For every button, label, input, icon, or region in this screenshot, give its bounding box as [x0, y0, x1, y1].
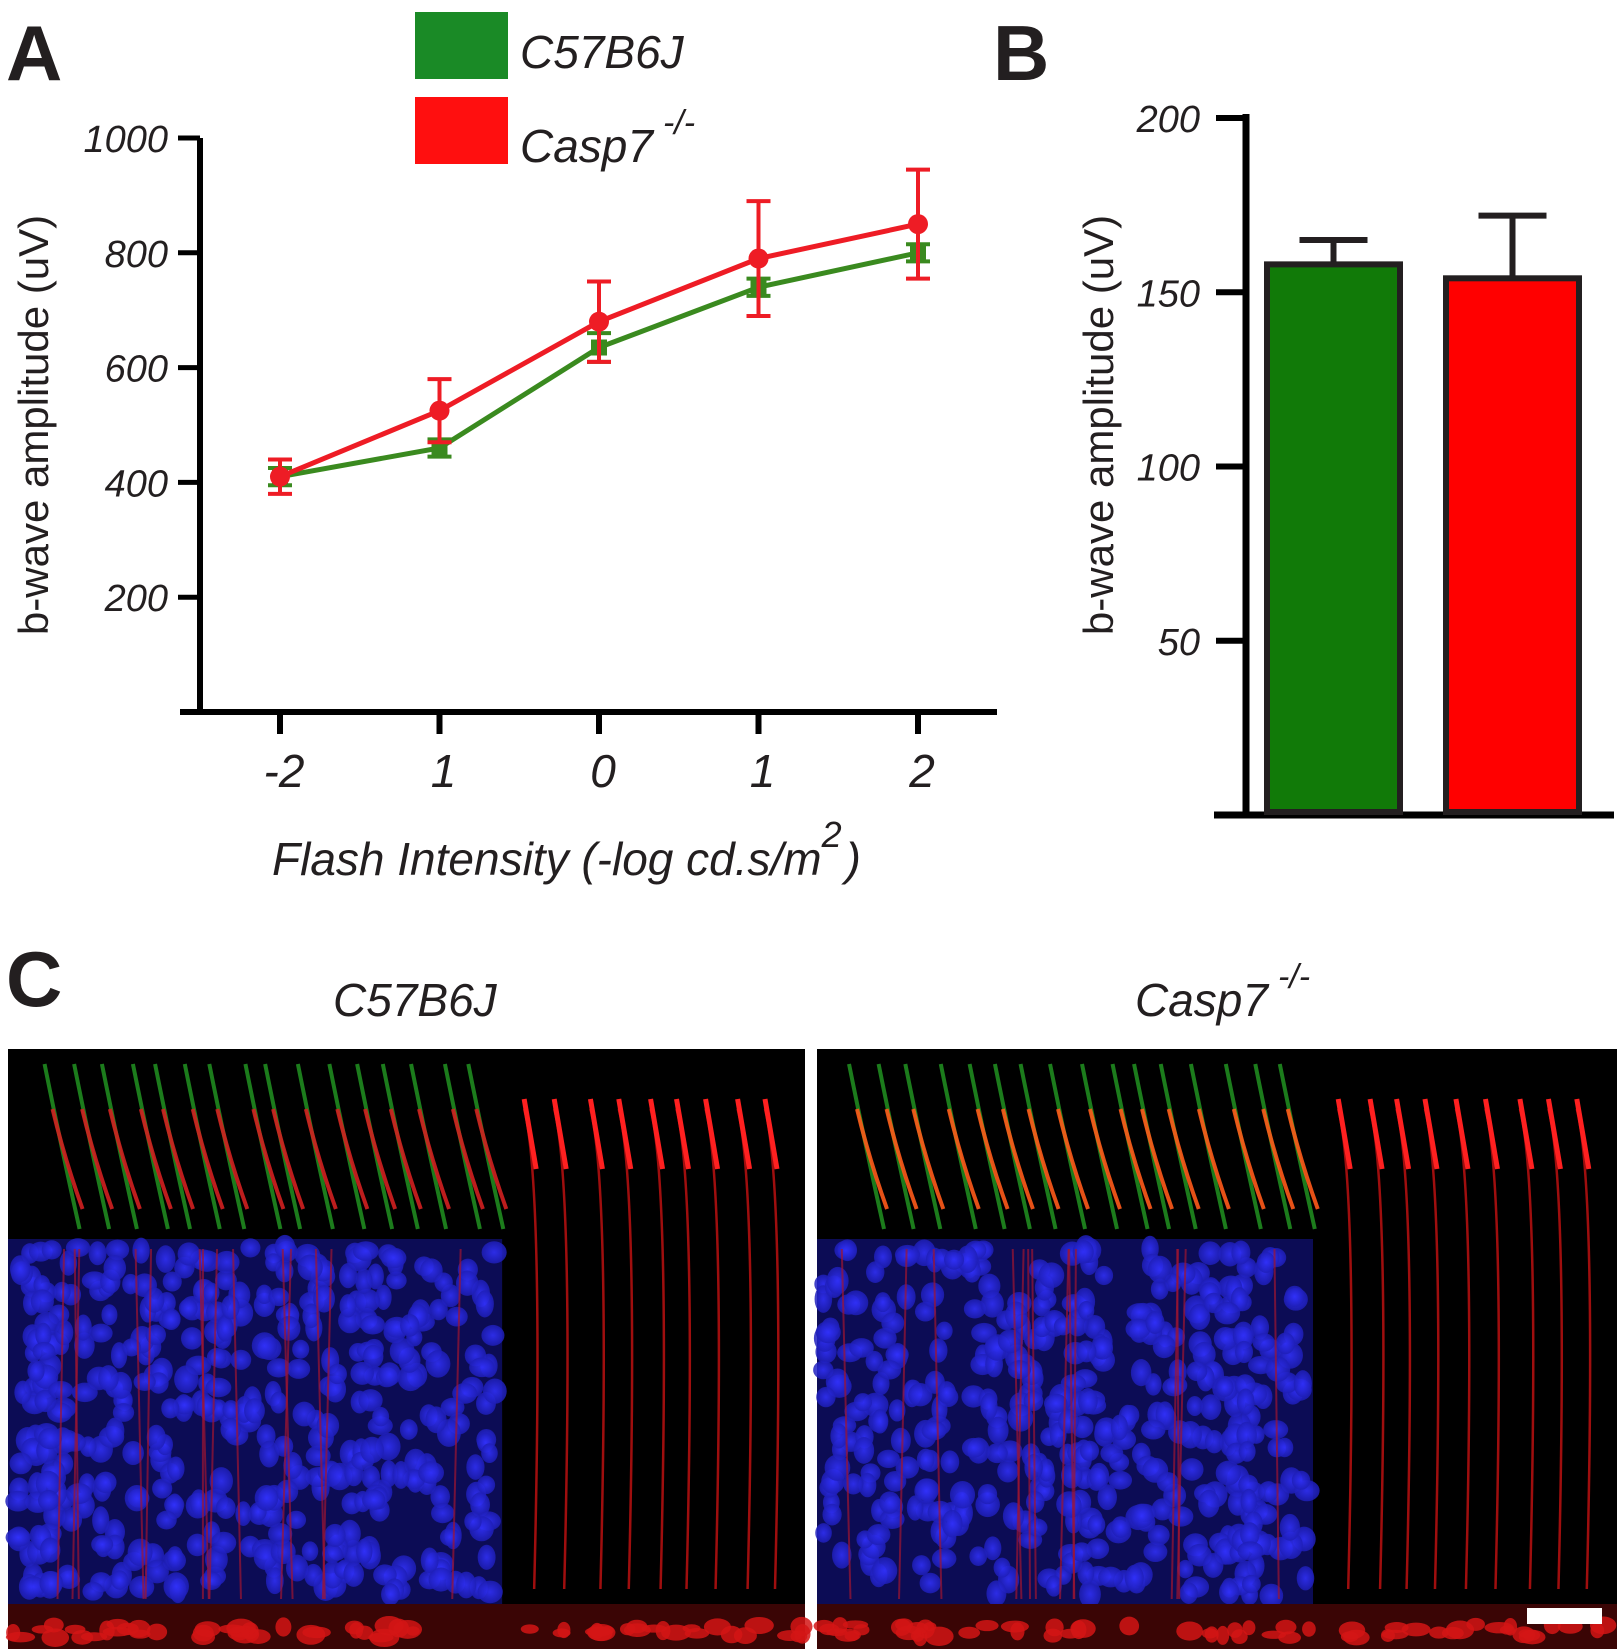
chart-a-x-axis-label-sup: 2: [821, 814, 842, 855]
chart-b-bar: [1443, 275, 1582, 815]
chart-a-x-axis-label-end: ): [841, 833, 861, 885]
chart-a-x-axis-label: Flash Intensity (-log cd.s/m2): [272, 814, 861, 885]
micrograph-c57b6j: [5, 1049, 813, 1649]
legend-label-casp7: Casp7 -/-: [520, 104, 695, 172]
panel-label-a: A: [6, 9, 62, 97]
chart-b: 50 100 150 200 b-wave amplitude (uV): [1075, 99, 1614, 819]
chart-a-x-tick-label: 2: [908, 745, 935, 797]
chart-a-y-tick-label: 1000: [83, 119, 168, 161]
chart-b-bar: [1264, 261, 1403, 815]
chart-a-point: [908, 214, 928, 235]
image-title-c57b6j: C57B6J: [333, 974, 498, 1026]
chart-a-y-tick-label: 200: [104, 578, 168, 620]
image-title-casp7-sup: -/-: [1278, 958, 1310, 996]
panel-label-b: B: [993, 9, 1049, 97]
chart-a-point: [748, 248, 769, 269]
chart-b-y-tick-label: 150: [1137, 273, 1200, 315]
panel-label-c: C: [6, 935, 62, 1023]
chart-a-y-tick-label: 400: [105, 463, 168, 505]
legend-swatch-c57b6j: [415, 12, 508, 79]
chart-a-x-tick-label: -2: [264, 745, 305, 797]
chart-b-y-tick-label: 100: [1137, 448, 1200, 490]
chart-b-y-tick-label: 50: [1158, 622, 1200, 664]
chart-a-y-tick-label: 800: [105, 234, 168, 276]
chart-a-x-tick-label: 0: [590, 745, 616, 797]
legend-swatch-casp7: [415, 97, 508, 164]
chart-a-x-tick-label: 1: [750, 745, 776, 797]
chart-a-point: [270, 466, 290, 487]
chart-a: 200 400 600 800 1000 -2 1 0 1 2 b-wave amplitude…: [10, 119, 997, 885]
legend: C57B6J Casp7 -/-: [415, 12, 695, 172]
legend-label-casp7-sup: -/-: [663, 104, 695, 142]
legend-label-c57b6j: C57B6J: [520, 26, 685, 78]
scale-bar: [1527, 1608, 1602, 1624]
chart-a-x-tick-label: 1: [431, 745, 457, 797]
chart-a-y-axis-label: b-wave amplitude (uV): [10, 215, 57, 635]
image-title-casp7: Casp7 -/-: [1135, 958, 1310, 1026]
chart-b-y-axis-label: b-wave amplitude (uV): [1075, 215, 1122, 635]
chart-a-point: [429, 400, 450, 421]
chart-a-y-tick-label: 600: [105, 349, 168, 391]
chart-b-y-tick-label: 200: [1136, 99, 1200, 141]
micrograph-casp7: [813, 1049, 1617, 1649]
chart-a-point: [589, 311, 609, 332]
